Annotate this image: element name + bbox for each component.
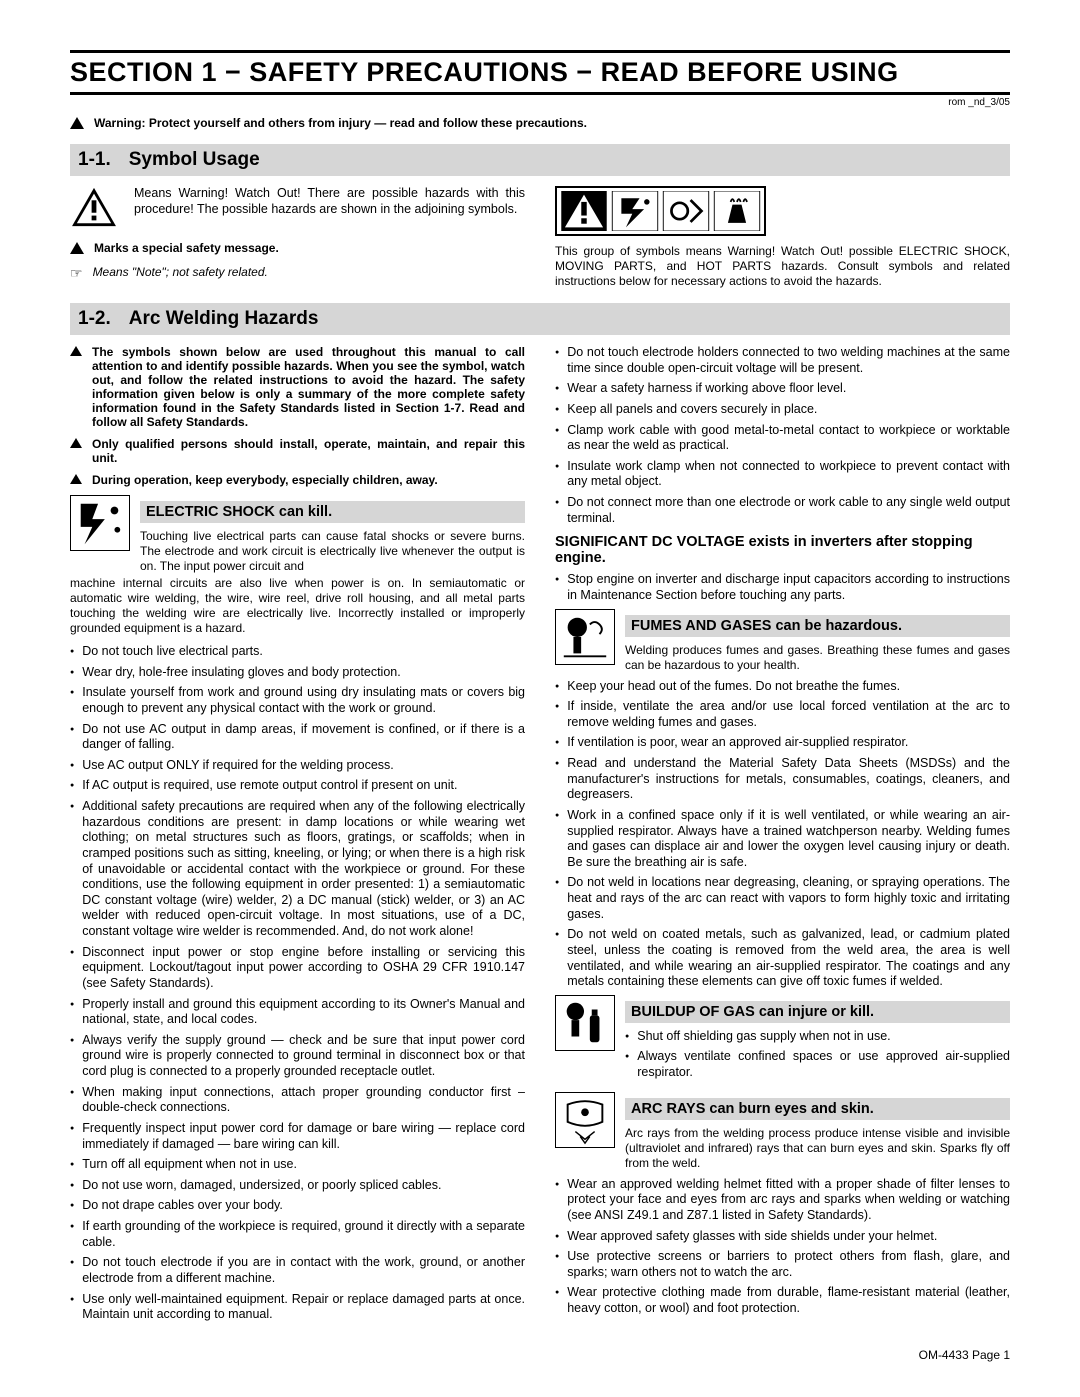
intro-warnings: The symbols shown below are used through… bbox=[70, 345, 525, 487]
gas-heading: BUILDUP OF GAS can injure or kill. bbox=[625, 1001, 1010, 1023]
list-item: Turn off all equipment when not in use. bbox=[70, 1157, 525, 1173]
list-item: Do not touch electrode if you are in con… bbox=[70, 1255, 525, 1286]
section-title: Arc Welding Hazards bbox=[129, 308, 319, 329]
arc-rays-icon bbox=[555, 1092, 615, 1148]
dc-heading: SIGNIFICANT DC VOLTAGE exists in inverte… bbox=[555, 534, 1010, 566]
note-hand-icon: ☞ bbox=[70, 265, 83, 282]
page-footer: OM-4433 Page 1 bbox=[70, 1348, 1010, 1362]
list-item: Read and understand the Material Safety … bbox=[555, 756, 1010, 803]
list-item: Disconnect input power or stop engine be… bbox=[70, 945, 525, 992]
section-header: SECTION 1 − SAFETY PRECAUTIONS − READ BE… bbox=[70, 50, 1010, 95]
shock-heading: ELECTRIC SHOCK can kill. bbox=[140, 501, 525, 523]
hazard-warning-icon bbox=[560, 191, 608, 231]
triangle-icon bbox=[70, 438, 82, 448]
marks-text: Marks a special safety message. bbox=[94, 241, 279, 255]
warning-triangle-icon bbox=[70, 117, 84, 129]
list-item: Use protective screens or barriers to pr… bbox=[555, 1249, 1010, 1280]
list-item: Do not touch live electrical parts. bbox=[70, 644, 525, 660]
list-item: Additional safety precautions are requir… bbox=[70, 799, 525, 940]
list-item: When making input connections, attach pr… bbox=[70, 1085, 525, 1116]
list-item: Wear dry, hole-free insulating gloves an… bbox=[70, 665, 525, 681]
list-item: If inside, ventilate the area and/or use… bbox=[555, 699, 1010, 730]
list-item: Wear a safety harness if working above f… bbox=[555, 381, 1010, 397]
hazard-shock-icon bbox=[611, 191, 659, 231]
list-item: Shut off shielding gas supply when not i… bbox=[625, 1029, 1010, 1045]
list-item: Wear protective clothing made from durab… bbox=[555, 1285, 1010, 1316]
electric-shock-icon bbox=[70, 495, 130, 551]
dc-list: Stop engine on inverter and discharge in… bbox=[555, 572, 1010, 603]
list-item: Always verify the supply ground — check … bbox=[70, 1033, 525, 1080]
shock-intro-rest: machine internal circuits are also live … bbox=[70, 576, 525, 636]
list-item: Clamp work cable with good metal-to-meta… bbox=[555, 423, 1010, 454]
section-title: Symbol Usage bbox=[129, 149, 260, 170]
list-item: Keep your head out of the fumes. Do not … bbox=[555, 679, 1010, 695]
top-warning-text: Warning: Protect yourself and others fro… bbox=[94, 116, 587, 130]
list-item: Do not weld on coated metals, such as ga… bbox=[555, 927, 1010, 990]
list-item: Frequently inspect input power cord for … bbox=[70, 1121, 525, 1152]
note-text: Means "Note"; not safety related. bbox=[93, 265, 268, 279]
arc-heading: ARC RAYS can burn eyes and skin. bbox=[625, 1098, 1010, 1120]
list-item: Do not touch electrode holders connected… bbox=[555, 345, 1010, 376]
list-item: If earth grounding of the workpiece is r… bbox=[70, 1219, 525, 1250]
hazard-caption: This group of symbols means Warning! Wat… bbox=[555, 244, 1010, 289]
list-item: Do not drape cables over your body. bbox=[70, 1198, 525, 1214]
gas-list: Shut off shielding gas supply when not i… bbox=[625, 1029, 1010, 1081]
marks-triangle-icon bbox=[70, 242, 84, 254]
shock-intro-start: Touching live electrical parts can cause… bbox=[140, 529, 525, 574]
arc-list: Wear an approved welding helmet fitted w… bbox=[555, 1177, 1010, 1317]
symbol-means-text: Means Warning! Watch Out! There are poss… bbox=[134, 186, 525, 217]
section-1-1-bar: 1-1. Symbol Usage bbox=[70, 144, 1010, 176]
list-item: If ventilation is poor, wear an approved… bbox=[555, 735, 1010, 751]
list-item: Always ventilate confined spaces or use … bbox=[625, 1049, 1010, 1080]
list-item: Work in a confined space only if it is w… bbox=[555, 808, 1010, 871]
right-top-list: Do not touch electrode holders connected… bbox=[555, 345, 1010, 526]
list-item: Properly install and ground this equipme… bbox=[70, 997, 525, 1028]
hazard-hot-parts-icon bbox=[713, 191, 761, 231]
list-item: Do not use worn, damaged, undersized, or… bbox=[70, 1178, 525, 1194]
revision-code: rom _nd_3/05 bbox=[70, 97, 1010, 108]
triangle-icon bbox=[70, 474, 82, 484]
list-item: Insulate work clamp when not connected t… bbox=[555, 459, 1010, 490]
fumes-heading: FUMES AND GASES can be hazardous. bbox=[625, 615, 1010, 637]
fumes-icon bbox=[555, 609, 615, 665]
hazard-symbol-box bbox=[555, 186, 766, 236]
list-item: Wear approved safety glasses with side s… bbox=[555, 1229, 1010, 1245]
list-item: Insulate yourself from work and ground u… bbox=[70, 685, 525, 716]
shock-list: Do not touch live electrical parts. Wear … bbox=[70, 644, 525, 1323]
triangle-icon bbox=[70, 346, 82, 356]
arc-intro: Arc rays from the welding process produc… bbox=[625, 1126, 1010, 1171]
list-item: Do not weld in locations near degreasing… bbox=[555, 875, 1010, 922]
section-number: 1-1. bbox=[78, 149, 111, 170]
section-number: 1-2. bbox=[78, 308, 111, 329]
fumes-list: Keep your head out of the fumes. Do not … bbox=[555, 679, 1010, 990]
list-item: If AC output is required, use remote out… bbox=[70, 778, 525, 794]
list-item: Wear an approved welding helmet fitted w… bbox=[555, 1177, 1010, 1224]
list-item: Do not connect more than one electrode o… bbox=[555, 495, 1010, 526]
gas-buildup-icon bbox=[555, 995, 615, 1051]
intro-text: Only qualified persons should install, o… bbox=[92, 437, 525, 465]
intro-text: During operation, keep everybody, especi… bbox=[92, 473, 438, 487]
list-item: Stop engine on inverter and discharge in… bbox=[555, 572, 1010, 603]
list-item: Use only well-maintained equipment. Repa… bbox=[70, 1292, 525, 1323]
intro-text: The symbols shown below are used through… bbox=[92, 345, 525, 429]
hazard-moving-parts-icon bbox=[662, 191, 710, 231]
list-item: Do not use AC output in damp areas, if m… bbox=[70, 722, 525, 753]
warning-large-icon bbox=[70, 186, 118, 231]
fumes-intro: Welding produces fumes and gases. Breath… bbox=[625, 643, 1010, 673]
section-1-2-bar: 1-2. Arc Welding Hazards bbox=[70, 303, 1010, 335]
top-warning-row: Warning: Protect yourself and others fro… bbox=[70, 116, 1010, 130]
list-item: Use AC output ONLY if required for the w… bbox=[70, 758, 525, 774]
list-item: Keep all panels and covers securely in p… bbox=[555, 402, 1010, 418]
